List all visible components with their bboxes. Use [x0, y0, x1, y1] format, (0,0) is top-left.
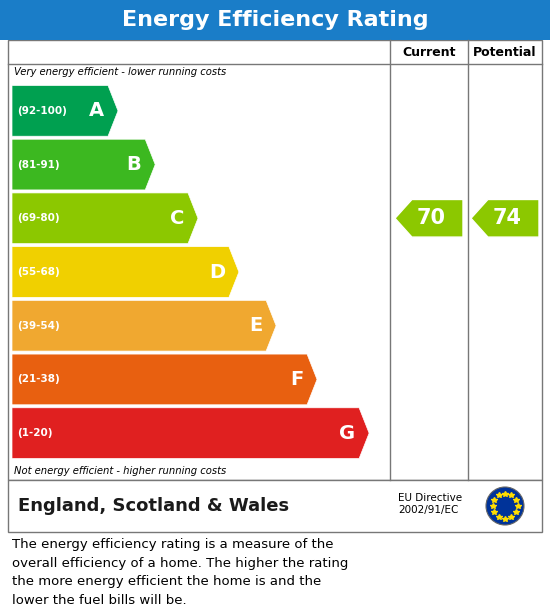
Bar — [0, 0, 550, 40]
Text: C: C — [169, 209, 184, 228]
Text: EU Directive
2002/91/EC: EU Directive 2002/91/EC — [398, 493, 462, 515]
Text: Energy Efficiency Rating: Energy Efficiency Rating — [122, 10, 428, 30]
Circle shape — [486, 487, 524, 525]
Text: F: F — [290, 370, 303, 389]
Polygon shape — [12, 139, 155, 190]
Text: 70: 70 — [417, 208, 446, 228]
Text: Very energy efficient - lower running costs: Very energy efficient - lower running co… — [14, 67, 226, 77]
Text: A: A — [89, 102, 104, 121]
Polygon shape — [12, 193, 198, 244]
Text: D: D — [209, 263, 225, 282]
Bar — [8, 40, 542, 480]
Text: (69-80): (69-80) — [17, 214, 59, 223]
Polygon shape — [395, 200, 463, 237]
Text: (1-20): (1-20) — [17, 428, 52, 438]
Polygon shape — [12, 354, 317, 405]
Text: (39-54): (39-54) — [17, 321, 60, 330]
Text: Not energy efficient - higher running costs: Not energy efficient - higher running co… — [14, 466, 226, 476]
Text: B: B — [126, 155, 141, 174]
Text: G: G — [339, 424, 355, 442]
Polygon shape — [12, 247, 239, 297]
Text: (81-91): (81-91) — [17, 160, 59, 170]
Text: (92-100): (92-100) — [17, 106, 67, 116]
Text: Potential: Potential — [473, 45, 537, 59]
Text: England, Scotland & Wales: England, Scotland & Wales — [18, 497, 289, 515]
Bar — [8, 480, 542, 532]
Text: Current: Current — [402, 45, 456, 59]
Text: E: E — [249, 316, 262, 335]
Polygon shape — [12, 86, 118, 136]
Text: (21-38): (21-38) — [17, 375, 60, 384]
Polygon shape — [12, 408, 369, 458]
Text: 74: 74 — [493, 208, 522, 228]
Polygon shape — [471, 200, 539, 237]
Text: The energy efficiency rating is a measure of the
overall efficiency of a home. T: The energy efficiency rating is a measur… — [12, 538, 348, 606]
Polygon shape — [12, 300, 276, 351]
Text: (55-68): (55-68) — [17, 267, 60, 277]
